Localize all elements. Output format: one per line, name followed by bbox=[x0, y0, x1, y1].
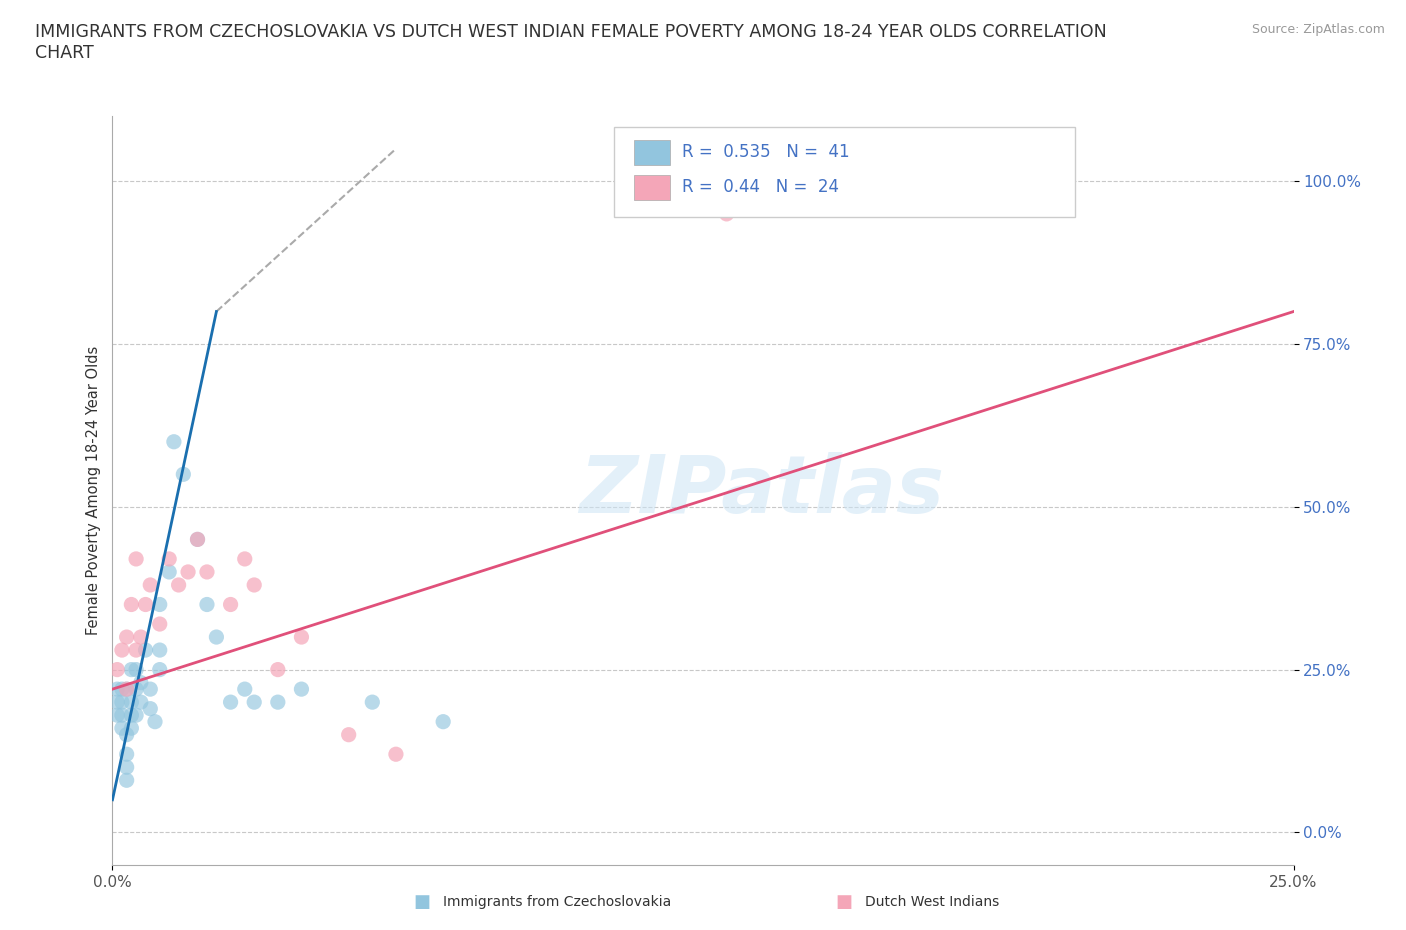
Point bbox=[125, 551, 148, 566]
Point bbox=[115, 682, 138, 697]
Point bbox=[716, 206, 738, 221]
Point bbox=[115, 630, 138, 644]
Point bbox=[139, 578, 162, 592]
Text: ■: ■ bbox=[835, 893, 852, 911]
Text: R =  0.44   N =  24: R = 0.44 N = 24 bbox=[682, 179, 839, 196]
Point bbox=[233, 682, 256, 697]
Point bbox=[163, 434, 186, 449]
Point bbox=[135, 597, 157, 612]
Point bbox=[111, 708, 134, 723]
Point bbox=[337, 727, 360, 742]
Point bbox=[135, 643, 157, 658]
Point bbox=[233, 551, 256, 566]
Point bbox=[115, 773, 138, 788]
Text: ZIPatlas: ZIPatlas bbox=[579, 452, 945, 529]
Point bbox=[111, 695, 134, 710]
Point bbox=[361, 695, 384, 710]
Point bbox=[120, 662, 142, 677]
Point bbox=[177, 565, 200, 579]
Point bbox=[105, 708, 128, 723]
Point bbox=[129, 695, 152, 710]
Point bbox=[290, 682, 312, 697]
Text: R =  0.535   N =  41: R = 0.535 N = 41 bbox=[682, 143, 849, 161]
Point bbox=[129, 675, 152, 690]
Point bbox=[120, 708, 142, 723]
Text: IMMIGRANTS FROM CZECHOSLOVAKIA VS DUTCH WEST INDIAN FEMALE POVERTY AMONG 18-24 Y: IMMIGRANTS FROM CZECHOSLOVAKIA VS DUTCH … bbox=[35, 23, 1107, 62]
Point bbox=[129, 630, 152, 644]
Text: Dutch West Indians: Dutch West Indians bbox=[865, 895, 998, 910]
Point bbox=[125, 708, 148, 723]
Bar bbox=[634, 140, 669, 165]
Y-axis label: Female Poverty Among 18-24 Year Olds: Female Poverty Among 18-24 Year Olds bbox=[86, 346, 101, 635]
FancyBboxPatch shape bbox=[614, 127, 1076, 218]
Point bbox=[125, 662, 148, 677]
Point bbox=[290, 630, 312, 644]
Point bbox=[143, 714, 166, 729]
Point bbox=[111, 721, 134, 736]
Point bbox=[243, 695, 266, 710]
Point bbox=[167, 578, 190, 592]
Point bbox=[111, 643, 134, 658]
Text: ■: ■ bbox=[413, 893, 430, 911]
Point bbox=[157, 565, 180, 579]
Point bbox=[149, 643, 172, 658]
Point bbox=[139, 682, 162, 697]
Point bbox=[149, 662, 172, 677]
Point bbox=[149, 597, 172, 612]
Point bbox=[267, 695, 290, 710]
Point bbox=[243, 578, 266, 592]
Point bbox=[115, 682, 138, 697]
Bar bbox=[634, 176, 669, 200]
Point bbox=[186, 532, 208, 547]
Point bbox=[385, 747, 408, 762]
Point bbox=[267, 662, 290, 677]
Point bbox=[172, 467, 194, 482]
Point bbox=[125, 643, 148, 658]
Point bbox=[157, 551, 180, 566]
Point bbox=[120, 721, 142, 736]
Point bbox=[149, 617, 172, 631]
Point bbox=[115, 727, 138, 742]
Point bbox=[115, 747, 138, 762]
Point bbox=[432, 714, 454, 729]
Point bbox=[120, 597, 142, 612]
Point bbox=[219, 695, 242, 710]
Point bbox=[195, 597, 218, 612]
Text: Immigrants from Czechoslovakia: Immigrants from Czechoslovakia bbox=[443, 895, 671, 910]
Point bbox=[219, 597, 242, 612]
Point bbox=[139, 701, 162, 716]
Point bbox=[195, 565, 218, 579]
Point bbox=[115, 760, 138, 775]
Point bbox=[205, 630, 228, 644]
Point bbox=[105, 682, 128, 697]
Point bbox=[105, 662, 128, 677]
Point bbox=[120, 695, 142, 710]
Point bbox=[125, 682, 148, 697]
Text: Source: ZipAtlas.com: Source: ZipAtlas.com bbox=[1251, 23, 1385, 36]
Point bbox=[186, 532, 208, 547]
Point bbox=[105, 695, 128, 710]
Point bbox=[111, 682, 134, 697]
